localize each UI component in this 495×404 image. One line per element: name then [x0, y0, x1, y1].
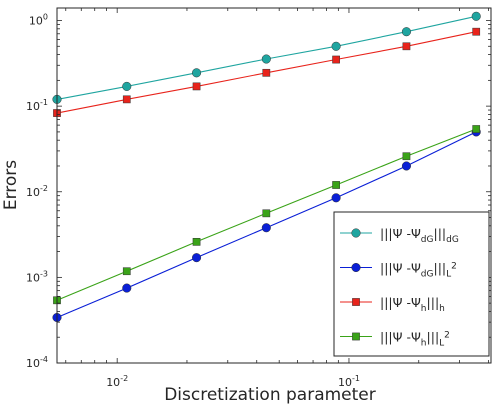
data-point — [262, 68, 271, 77]
series-layer — [52, 11, 481, 323]
data-point — [331, 41, 341, 51]
data-point — [331, 193, 341, 203]
legend-label: |||Ψ -Ψh|||L2 — [380, 330, 450, 349]
data-point — [332, 181, 340, 189]
data-point — [191, 253, 202, 263]
data-point — [122, 81, 132, 91]
data-point — [192, 237, 201, 246]
legend: |||Ψ -ΨdG|||dG |||Ψ -ΨdG|||L2 |||Ψ -Ψh|||h… — [333, 211, 490, 357]
data-point — [122, 283, 132, 293]
data-point — [402, 42, 411, 51]
y-tick-label: 100 — [29, 13, 48, 28]
x-axis-label: Discretization parameter — [164, 385, 376, 404]
legend-item-4: |||Ψ -Ψh|||L2 — [340, 330, 450, 349]
series-1 — [52, 11, 481, 104]
data-point — [472, 27, 481, 36]
legend-label: |||Ψ -ΨdG|||dG — [380, 226, 459, 245]
y-tick-label: 10-4 — [26, 355, 48, 370]
x-tick-label: 10-1 — [338, 374, 360, 389]
data-point — [401, 27, 411, 37]
data-point — [192, 82, 201, 91]
y-tick-label: 10-2 — [26, 184, 48, 199]
data-point — [402, 152, 411, 161]
legend-swatch-marker — [352, 298, 360, 306]
data-point — [401, 161, 411, 171]
legend-label: |||Ψ -ΨdG|||L2 — [380, 261, 457, 280]
legend-item-3: |||Ψ -Ψh|||h — [340, 295, 445, 314]
x-tick-label: 10-2 — [106, 374, 128, 389]
data-point — [261, 223, 271, 233]
data-point — [122, 95, 131, 104]
legend-label: |||Ψ -Ψh|||h — [380, 295, 445, 314]
y-axis-label: Errors — [1, 160, 21, 210]
legend-item-1: |||Ψ -ΨdG|||dG — [340, 226, 459, 245]
legend-item-2: |||Ψ -ΨdG|||L2 — [340, 261, 457, 280]
data-point — [191, 68, 202, 78]
data-point — [332, 55, 340, 64]
legend-swatch-marker — [351, 228, 361, 238]
tick-layer: 10-2 10-1 10-4 10-3 10-2 10-1 100 — [26, 8, 491, 389]
data-point — [122, 267, 131, 276]
y-tick-label: 10-1 — [26, 98, 48, 113]
y-tick-label: 10-3 — [26, 269, 48, 284]
data-point — [262, 209, 271, 218]
legend-swatch-marker — [351, 262, 361, 273]
data-point — [472, 125, 481, 133]
data-point — [471, 11, 481, 21]
plot-frame — [56, 7, 492, 364]
data-point — [261, 54, 271, 64]
legend-box — [333, 211, 490, 357]
legend-swatch-marker — [352, 332, 360, 341]
